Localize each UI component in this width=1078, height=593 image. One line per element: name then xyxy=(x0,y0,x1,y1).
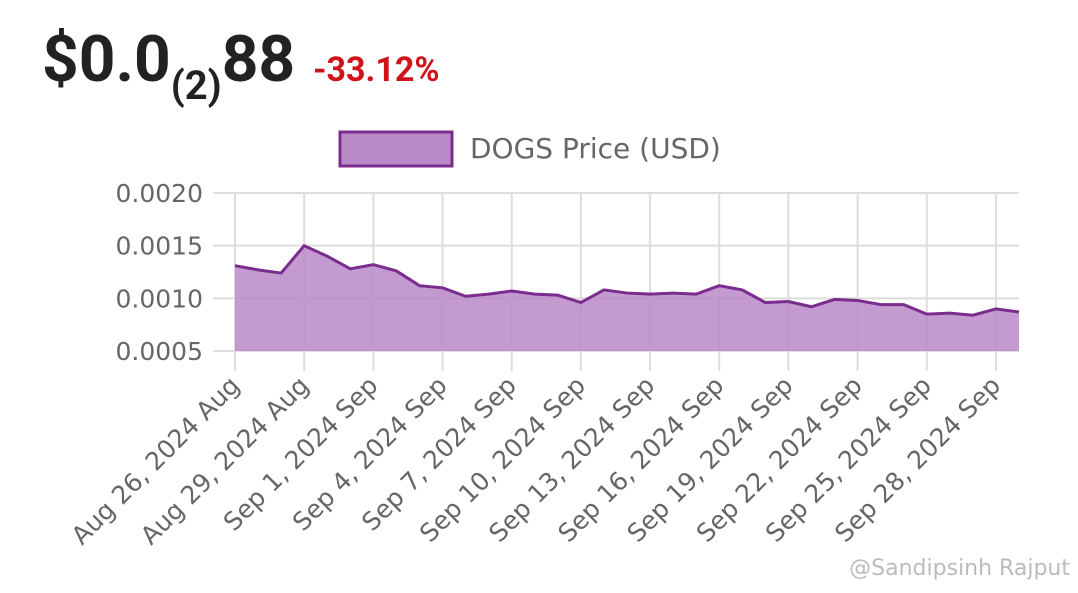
area xyxy=(235,245,1019,351)
legend-swatch xyxy=(338,130,454,168)
y-tick-label: 0.0010 xyxy=(116,284,203,313)
y-tick-label: 0.0020 xyxy=(116,179,203,208)
y-tick-label: 0.0015 xyxy=(116,232,203,261)
legend-label: DOGS Price (USD) xyxy=(470,132,721,165)
price-sub: (2) xyxy=(170,62,222,109)
price-change: -33.12% xyxy=(313,50,440,90)
line xyxy=(234,243,1020,317)
y-tick-label: 0.0005 xyxy=(116,337,203,366)
price-header: $0.0(2)88 -33.12% xyxy=(42,22,440,109)
price-main: $0.0 xyxy=(42,22,171,97)
watermark: @Sandipsinh Rajput xyxy=(849,556,1070,581)
price-tail: 88 xyxy=(221,22,296,97)
